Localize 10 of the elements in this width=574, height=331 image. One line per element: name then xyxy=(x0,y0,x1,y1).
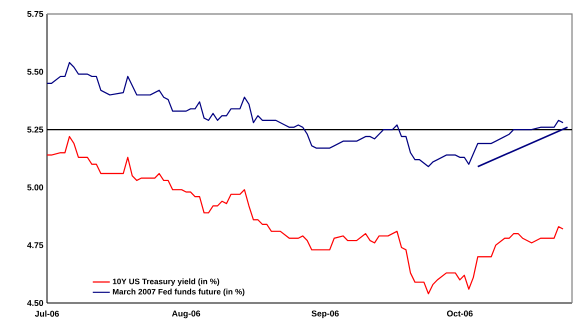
y-tick-label: 5.25 xyxy=(27,126,44,133)
y-tick-label: 5.75 xyxy=(27,11,44,17)
x-tick-label: Jul-06 xyxy=(34,310,59,317)
y-tick-label: 5.00 xyxy=(27,184,44,190)
y-tick-label: 4.75 xyxy=(27,242,44,248)
y-tick-label: 4.50 xyxy=(27,300,44,306)
y-tick-label: 5.50 xyxy=(27,68,44,75)
x-tick-label: Sep-06 xyxy=(312,310,339,318)
x-tick-label: Aug-06 xyxy=(172,310,200,318)
x-tick-label: Oct-06 xyxy=(446,310,473,316)
